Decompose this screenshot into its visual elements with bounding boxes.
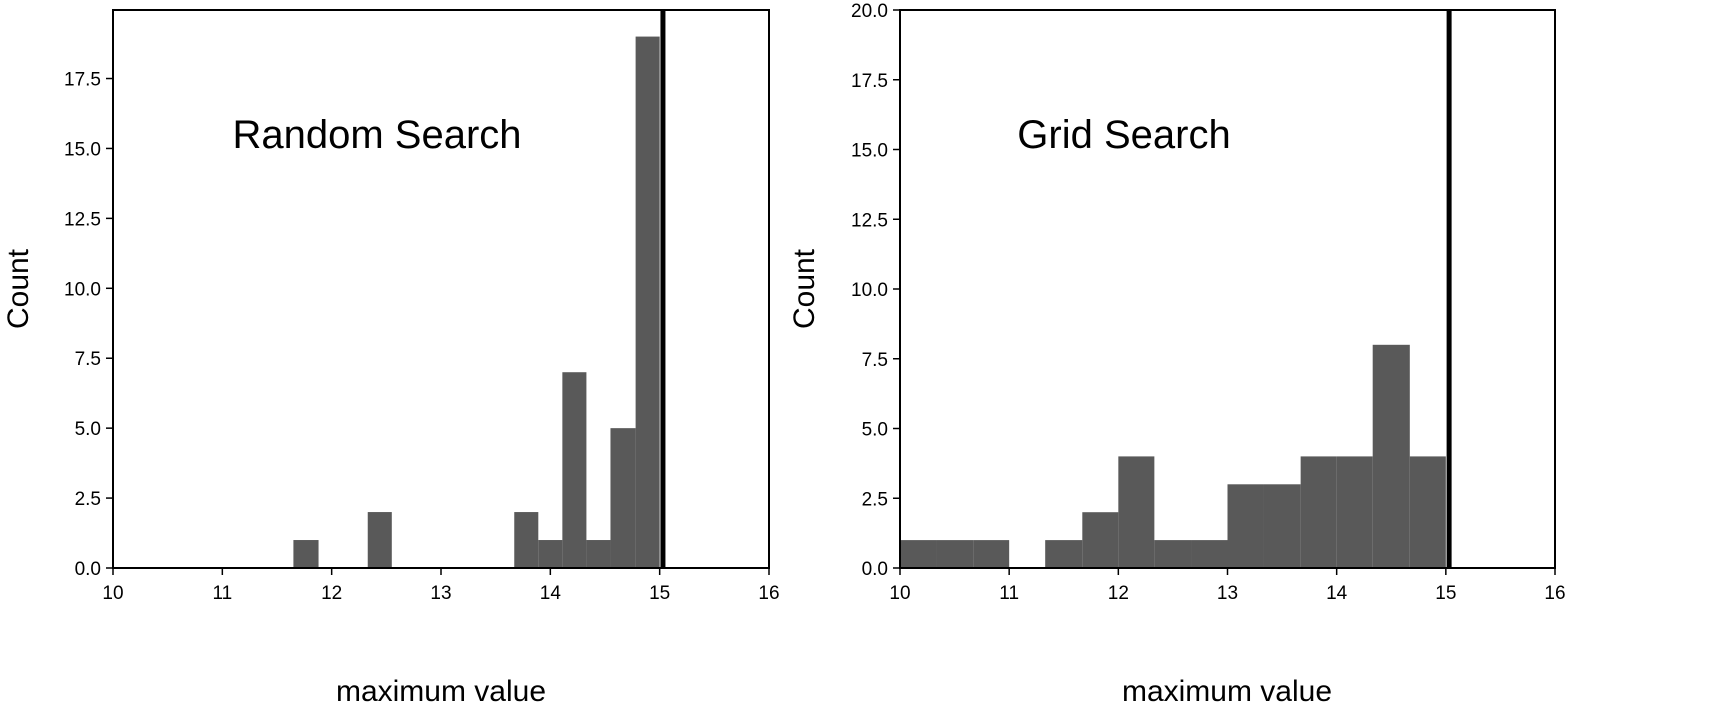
plot-frame: [112, 9, 770, 569]
y-tick-label: 15.0: [64, 139, 101, 160]
histogram-bar: [1409, 456, 1446, 568]
x-tick-label: 12: [1108, 583, 1129, 604]
histogram-bar: [1372, 344, 1410, 568]
y-tick-label: 15.0: [851, 141, 888, 162]
y-axis-label: Count: [788, 248, 821, 329]
histogram-bar: [293, 540, 319, 568]
histogram-bar: [1263, 484, 1301, 568]
y-tick-label: 12.5: [851, 210, 888, 231]
histogram-bar: [1154, 540, 1192, 568]
x-tick-label: 13: [430, 583, 451, 604]
panel-title: Grid Search: [1017, 113, 1230, 157]
x-tick-label: 13: [1217, 583, 1238, 604]
x-tick-label: 11: [212, 583, 232, 604]
x-tick-label: 15: [649, 583, 670, 604]
y-tick-label: 2.5: [862, 489, 888, 510]
histogram-bar: [1191, 540, 1228, 568]
histogram-bar: [936, 540, 974, 568]
histogram-bar: [1045, 540, 1083, 568]
y-axis-label: Count: [2, 248, 35, 329]
x-tick-label: 11: [999, 583, 1019, 604]
y-tick-label: 10.0: [64, 279, 101, 300]
histogram-bar: [1300, 456, 1337, 568]
x-tick-label: 16: [758, 583, 779, 604]
x-axis-label: maximum value: [1122, 675, 1332, 708]
x-tick-label: 10: [889, 583, 910, 604]
histogram-bar: [367, 512, 392, 568]
y-tick-label: 17.5: [851, 71, 888, 92]
y-tick-label: 17.5: [64, 70, 101, 91]
y-tick-label: 5.0: [75, 419, 101, 440]
random-search-panel: Random Search maximum value Count 10 11 12…: [2, 9, 780, 708]
y-tick-label: 10.0: [851, 280, 888, 301]
histogram-bar: [1082, 512, 1119, 568]
x-tick-label: 14: [540, 583, 562, 604]
x-tick-label: 16: [1544, 583, 1565, 604]
y-tick-label: 7.5: [75, 349, 101, 370]
histogram-bar: [1336, 456, 1373, 568]
histogram-bar: [973, 540, 1010, 568]
histogram-bar: [635, 36, 660, 569]
y-tick-label: 7.5: [862, 350, 888, 371]
y-tick-label: 0.0: [862, 559, 888, 580]
x-axis-label: maximum value: [336, 675, 546, 708]
histogram-bar: [1227, 484, 1264, 568]
x-tick-label: 15: [1435, 583, 1456, 604]
y-tick-label: 20.0: [851, 1, 888, 22]
y-tick-label: 2.5: [75, 489, 101, 510]
histogram-bar: [562, 372, 587, 568]
histogram-bar: [610, 428, 636, 568]
x-tick-label: 10: [102, 583, 123, 604]
histogram-bar: [1118, 456, 1155, 568]
histogram-bar: [900, 540, 937, 568]
y-tick-label: 0.0: [75, 559, 101, 580]
histogram-bar: [538, 540, 563, 568]
histogram-bar: [586, 540, 611, 568]
x-tick-label: 12: [321, 583, 342, 604]
panel-title: Random Search: [232, 113, 521, 157]
histogram-bar: [514, 512, 539, 568]
y-tick-label: 12.5: [64, 209, 101, 230]
grid-search-panel: Grid Search maximum value Count 10 11 12 13…: [788, 1, 1566, 708]
y-tick-label: 5.0: [862, 420, 888, 441]
x-tick-label: 14: [1326, 583, 1348, 604]
